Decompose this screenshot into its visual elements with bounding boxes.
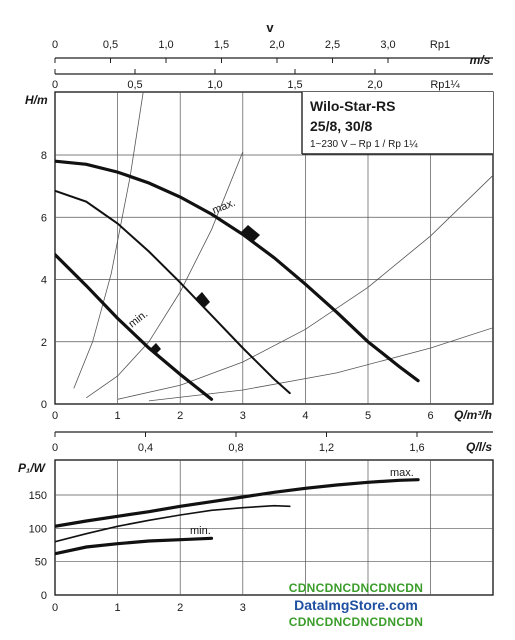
- rp1-tick-label: 1,5: [214, 39, 229, 51]
- rp114-label: Rp1¼: [430, 79, 460, 91]
- power-xtick-label: 2: [177, 602, 183, 614]
- watermark-line-2: DataImgStore.com: [294, 597, 418, 613]
- head-xtick-label: 2: [177, 410, 183, 422]
- velocity-symbol: v: [266, 20, 274, 35]
- power-xtick-label: 3: [240, 602, 246, 614]
- power-curve-max: [55, 478, 420, 528]
- power-curve-mid: [55, 504, 291, 543]
- rp114-tick-label: 1,5: [287, 79, 302, 91]
- head-ylabel: H/m: [25, 93, 48, 107]
- ms-unit-label: m/s: [470, 53, 491, 67]
- chart-title-line-2: 25/8, 30/8: [310, 118, 372, 134]
- power-max-label: max.: [390, 467, 414, 479]
- head-xlabel: Q/m³/h: [454, 408, 492, 422]
- max-curve-label: max.: [211, 197, 238, 217]
- pump-curve-max: [55, 159, 420, 383]
- pump-curve-mid: [55, 189, 291, 395]
- rp1-tick-label: 1,0: [158, 39, 173, 51]
- watermark: CDNCDNCDNCDNCDN DataImgStore.com CDNCDNC…: [266, 580, 446, 631]
- ls-tick-label: 1,2: [319, 442, 334, 454]
- ls-tick-label: 0: [52, 442, 58, 454]
- head-ytick-label: 4: [41, 275, 47, 287]
- rp1-tick-label: 3,0: [380, 39, 395, 51]
- power-curve-min: [55, 536, 214, 556]
- setting-marker-max: [240, 225, 260, 243]
- system-curve: [148, 327, 493, 402]
- chart-subtitle: 1~230 V – Rp 1 / Rp 1¼: [310, 138, 418, 150]
- rp1-label: Rp1: [430, 39, 450, 51]
- ls-tick-label: 0,8: [228, 442, 243, 454]
- power-chart-panel: max. min. 0 50 100 150 P₁/W 0 1 2 3: [18, 459, 494, 614]
- chart-title-line-1: Wilo-Star-RS: [310, 98, 395, 114]
- watermark-line-1: CDNCDNCDNCDNCDN: [288, 581, 424, 595]
- rp114-tick-label: 1,0: [207, 79, 222, 91]
- min-curve-label: min.: [126, 308, 150, 330]
- ls-tick-label: 1,6: [409, 442, 424, 454]
- power-curves: [55, 478, 420, 556]
- power-ytick-label: 0: [41, 590, 47, 602]
- flow-ls-axis: 0 0,4 0,8 1,2 1,6 Q/l/s: [52, 431, 493, 454]
- head-ytick-label: 8: [41, 150, 47, 162]
- head-plot-frame: [54, 91, 494, 405]
- head-ytick-label: 6: [41, 212, 47, 224]
- power-xtick-label: 0: [52, 602, 58, 614]
- head-xtick-label: 3: [240, 410, 246, 422]
- head-xtick-label: 1: [115, 410, 121, 422]
- rp114-tick-label: 0,5: [127, 79, 142, 91]
- rp114-tick-label: 0: [52, 79, 58, 91]
- power-xtick-label: 1: [115, 602, 121, 614]
- watermark-line-3: CDNCDNCDNCDNCDN: [288, 615, 424, 629]
- setting-marker-min: [151, 343, 161, 354]
- power-min-label: min.: [190, 525, 211, 537]
- rp1-tick-label: 2,0: [269, 39, 284, 51]
- power-ylabel: P₁/W: [18, 461, 47, 475]
- power-ytick-label: 100: [29, 523, 47, 535]
- power-plot-frame: [54, 459, 494, 596]
- ls-unit-label: Q/l/s: [466, 440, 492, 454]
- rp1-tick-label: 2,5: [325, 39, 340, 51]
- head-xtick-label: 6: [428, 410, 434, 422]
- title-box-bg: [302, 92, 493, 154]
- head-xtick-label: 4: [302, 410, 308, 422]
- power-ytick-label: 150: [29, 490, 47, 502]
- system-curve: [117, 174, 493, 400]
- power-ytick-label: 50: [35, 557, 47, 569]
- rp114-tick-label: 2,0: [367, 79, 382, 91]
- rp1-tick-label: 0,5: [103, 39, 118, 51]
- pump-curve-min: [55, 253, 214, 401]
- ls-tick-label: 0,4: [138, 442, 153, 454]
- rp1-tick-label: 0: [52, 39, 58, 51]
- head-ytick-label: 2: [41, 337, 47, 349]
- head-xtick-label: 5: [365, 410, 371, 422]
- head-ytick-label: 0: [41, 399, 47, 411]
- head-xtick-label: 0: [52, 410, 58, 422]
- head-chart-panel: Wilo-Star-RS 25/8, 30/8 1~230 V – Rp 1 / R…: [25, 91, 494, 422]
- velocity-axes: v 0 0,5 1,0 1,5 2,0 2,5 3,0 Rp1 m/s 0 0,5 1,0 1,5 2,0 R…: [52, 20, 493, 91]
- setting-marker-mid: [196, 292, 210, 308]
